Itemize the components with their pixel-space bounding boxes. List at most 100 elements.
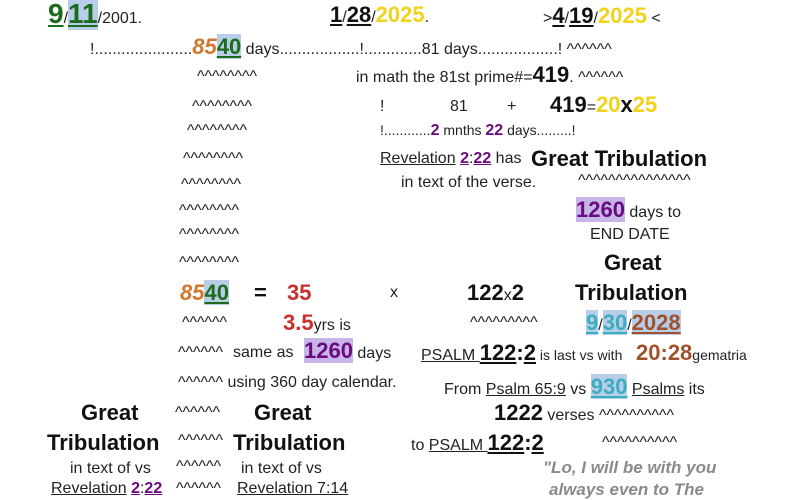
text-line: ^^^^^^ bbox=[182, 314, 227, 332]
text-line: ! bbox=[380, 98, 384, 116]
text: ^^^^^^ bbox=[182, 314, 228, 331]
text: yrs is bbox=[313, 317, 351, 334]
text: 40 bbox=[204, 280, 229, 306]
text: Great bbox=[604, 250, 662, 275]
text: x bbox=[620, 92, 633, 117]
text: Great Tribulation bbox=[531, 146, 708, 171]
text: its bbox=[684, 381, 705, 398]
text-line: "Lo, I will be with you bbox=[543, 458, 716, 478]
text: "Lo, I will be with you bbox=[543, 458, 717, 477]
text-line: 419 = 20 x 25 bbox=[550, 92, 657, 117]
text: Tribulation bbox=[47, 430, 160, 455]
text-line: ^^^^^^^^^^^^^^^ bbox=[578, 172, 691, 190]
text: 122 bbox=[467, 280, 504, 305]
text-line: 122 x 2 bbox=[467, 280, 524, 305]
text: to bbox=[411, 437, 429, 454]
text: : bbox=[139, 480, 145, 497]
text: gematria bbox=[692, 347, 747, 363]
text: > bbox=[543, 10, 553, 27]
text: 25 bbox=[632, 92, 658, 117]
text: 2 bbox=[523, 340, 536, 365]
text: / bbox=[593, 10, 598, 27]
text: 2 bbox=[460, 150, 469, 167]
text-line: Great bbox=[604, 250, 661, 275]
text: ^^^^^^ bbox=[176, 458, 222, 475]
text: / bbox=[598, 317, 603, 334]
text: 11 bbox=[68, 0, 98, 31]
text: ^^^^^^ using 360 day calendar. bbox=[178, 374, 397, 391]
text-line: !...................... 85 40 days........… bbox=[90, 34, 612, 60]
text: < bbox=[646, 10, 661, 27]
text-line: From Psalm 65:9 vs 930 Psalms its bbox=[444, 374, 705, 400]
text-line: !............ 2 mnths 22 days.........! bbox=[380, 122, 576, 140]
text-line: ^^^^^^ using 360 day calendar. bbox=[178, 374, 397, 392]
text: 9 bbox=[586, 310, 599, 336]
text: ^^^^^^ bbox=[175, 404, 221, 421]
text: PSALM bbox=[428, 437, 488, 454]
text-line: 81 bbox=[450, 98, 468, 116]
text: PSALM bbox=[421, 347, 476, 364]
text: Psalm 65:9 bbox=[485, 381, 566, 398]
text: 2 bbox=[511, 280, 524, 305]
text: 22 bbox=[144, 480, 163, 497]
text: 419 bbox=[550, 92, 587, 117]
text: = bbox=[254, 280, 267, 305]
text-line: in text of vs bbox=[70, 460, 151, 478]
text: 2 bbox=[131, 480, 140, 497]
text: / bbox=[63, 10, 69, 27]
text: / bbox=[371, 9, 376, 26]
text: 1260 bbox=[304, 338, 353, 364]
text-line: ^^^^^^^^^ bbox=[470, 314, 538, 332]
text: days..................!.............81 d… bbox=[241, 41, 612, 58]
text-line: = bbox=[254, 280, 267, 305]
text: ^^^^^^^^ bbox=[179, 202, 240, 219]
text: in math the 81st prime#= bbox=[356, 69, 533, 86]
text: ! bbox=[380, 98, 385, 115]
text: 4 bbox=[552, 3, 565, 28]
text: x bbox=[390, 284, 398, 301]
text-line: 20:28 gematria bbox=[636, 340, 747, 365]
text: 2025 bbox=[375, 2, 425, 27]
text-line: Revelation 2:22 bbox=[51, 480, 162, 498]
text-line: in text of the verse. bbox=[401, 174, 536, 192]
text: days to bbox=[624, 204, 681, 221]
text-line: 9/30/2028 bbox=[586, 310, 681, 336]
text: days bbox=[352, 345, 392, 362]
text: 28 bbox=[667, 340, 693, 365]
text: 20 bbox=[636, 340, 661, 365]
text: ^^^^^^ bbox=[178, 432, 224, 449]
text: in text of vs bbox=[70, 460, 151, 477]
text: 20 bbox=[596, 92, 621, 117]
text: ^^^^^^^^ bbox=[179, 254, 240, 271]
text: Tribulation bbox=[233, 430, 346, 455]
text: From bbox=[444, 381, 486, 398]
text-line: ^^^^^^^^^^ bbox=[602, 434, 677, 452]
text: has bbox=[491, 150, 526, 167]
text: x bbox=[503, 287, 512, 304]
text-line: 3.5 yrs is bbox=[283, 310, 351, 335]
text: 2 bbox=[531, 430, 544, 455]
text-line: to PSALM 122:2 bbox=[411, 430, 544, 455]
text-line: ^^^^^^^^ bbox=[179, 254, 239, 272]
text-line: in math the 81st prime#= 419. ^^^^^^ bbox=[356, 62, 623, 87]
text: 35 bbox=[287, 280, 312, 305]
text-line: 9/11/2001. bbox=[48, 0, 142, 31]
text: ^^^^^^^^^ bbox=[470, 314, 538, 331]
text-line: always even to The bbox=[549, 480, 704, 500]
text: : bbox=[468, 150, 474, 167]
text: !............ bbox=[380, 122, 431, 138]
text: Great bbox=[81, 400, 139, 425]
text-line: Tribulation bbox=[47, 430, 159, 455]
text: ^^^^^^ bbox=[178, 344, 224, 361]
text: in text of vs bbox=[241, 460, 322, 477]
text: ^^^^^^^^ bbox=[183, 150, 244, 167]
text: 1260 bbox=[576, 197, 625, 223]
text: Tribulation bbox=[575, 280, 688, 305]
text: ^^^^^^ bbox=[176, 480, 222, 497]
text: 2025 bbox=[597, 3, 647, 28]
text: 81 bbox=[450, 98, 468, 115]
text: / bbox=[342, 9, 347, 26]
text-line: x bbox=[390, 284, 398, 302]
text-line: ^^^^^^^^ bbox=[181, 176, 241, 194]
text-line: 1222 verses ^^^^^^^^^^ bbox=[494, 400, 674, 425]
